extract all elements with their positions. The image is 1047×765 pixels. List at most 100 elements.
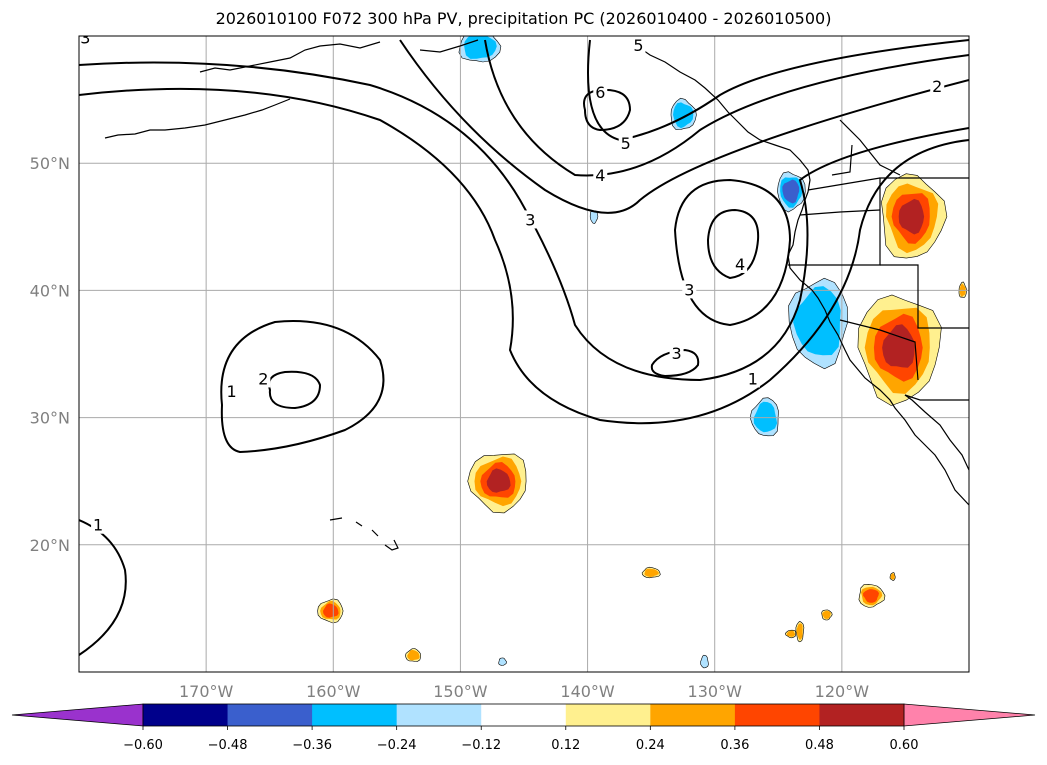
positive-precip-area: [405, 648, 422, 662]
coastline: [807, 177, 881, 191]
colorbar-swatch: [650, 704, 736, 726]
contour-label-bg: [733, 254, 748, 273]
coastline: [199, 41, 381, 73]
pv-contour: [79, 61, 969, 382]
pv-contour: [79, 87, 969, 425]
contour-label: 2: [932, 77, 942, 96]
colorbar-tick-label: −0.48: [208, 738, 248, 753]
coastlines: [104, 39, 969, 551]
negative-precip-area: [670, 97, 697, 130]
colorbar-tick-label: 0.24: [636, 738, 665, 753]
coastline: [904, 394, 969, 471]
coastline: [839, 319, 919, 381]
longitude-tick-label: 160°W: [306, 682, 361, 701]
coastline: [839, 119, 901, 176]
contour-label-bg: [79, 36, 93, 47]
latitude-tick-label: 50°N: [30, 154, 70, 173]
positive-precip-area: [641, 566, 661, 579]
negative-precip-area: [749, 397, 779, 437]
colorbar-swatch: [227, 704, 313, 726]
negative-precip-area: [458, 36, 502, 63]
contour-label: 1: [748, 369, 758, 388]
contour-label-bg: [745, 369, 760, 388]
contour-label: 6: [595, 83, 605, 102]
contour-label-bg: [631, 36, 646, 55]
contour-label: 5: [621, 134, 631, 153]
contour-label: 3: [80, 29, 90, 48]
contour-label: 4: [735, 255, 745, 274]
latitude-tick-label: 40°N: [30, 281, 70, 300]
negative-precip-area: [777, 171, 806, 213]
contour-label: 3: [671, 344, 681, 363]
pv-contour: [673, 178, 792, 327]
colorbar-swatch: [143, 704, 229, 726]
latitude-tick-label: 30°N: [30, 409, 70, 428]
precipitation-layer: [317, 36, 967, 669]
pv-contour: [268, 370, 322, 410]
colorbar-swatch: [734, 704, 820, 726]
positive-precip-area: [821, 609, 833, 621]
contour-label-bg: [618, 134, 633, 153]
negative-precip-area: [498, 657, 507, 666]
colorbar: −0.60 −0.48 −0.36 −0.24 −0.12 0.12 0.24 0.36 0.4…: [11, 703, 1036, 753]
axis-tick-labels: 170°W 160°W 150°W 140°W 130°W 120°W 20°N 30°N 40…: [30, 154, 870, 701]
contour-label: 3: [525, 210, 535, 229]
positive-precip-area: [881, 173, 948, 259]
coastline: [904, 394, 969, 401]
coastline: [329, 517, 399, 551]
pv-contour: [587, 39, 969, 142]
pv-contour: [399, 39, 969, 214]
longitude-tick-label: 130°W: [688, 682, 743, 701]
contour-label-bg: [669, 344, 684, 362]
pv-contours: [79, 39, 969, 656]
coastline: [831, 144, 853, 176]
latitude-tick-label: 20°N: [30, 536, 70, 555]
positive-precip-area: [317, 598, 344, 624]
contour-label-bg: [256, 369, 271, 388]
coastline: [631, 39, 969, 506]
contour-label-bg: [224, 382, 239, 401]
contour-label: 2: [258, 369, 268, 388]
positive-precip-area: [858, 583, 886, 608]
contour-label-bg: [682, 280, 697, 299]
longitude-tick-label: 120°W: [815, 682, 870, 701]
colorbar-tick-label: −0.36: [292, 738, 332, 753]
contour-label-bg: [91, 515, 106, 534]
colorbar-swatch: [819, 704, 905, 726]
contour-label-bg: [593, 165, 608, 184]
colorbar-swatch: [481, 704, 567, 726]
longitude-tick-label: 140°W: [560, 682, 615, 701]
colorbar-tick-label: 0.48: [805, 738, 834, 753]
colorbar-tick-label: 0.60: [890, 738, 919, 753]
contour-label: 5: [633, 36, 643, 55]
colorbar-tick-label: 0.12: [551, 738, 580, 753]
colorbar-swatch: [396, 704, 482, 726]
coastline: [104, 98, 291, 139]
plot-title: 2026010100 F072 300 hPa PV, precipitatio…: [215, 9, 832, 28]
coastline: [419, 39, 479, 53]
colorbar-tick-label: −0.60: [123, 738, 163, 753]
positive-precip-area: [889, 572, 896, 581]
positive-precip-area: [467, 453, 527, 514]
contour-label: 3: [684, 280, 694, 299]
pv-contour: [484, 39, 969, 177]
pv-contour: [706, 208, 760, 280]
pv-contour: [79, 519, 127, 656]
longitude-tick-label: 150°W: [433, 682, 488, 701]
colorbar-tick-label: 0.36: [720, 738, 749, 753]
contour-label-bg: [930, 76, 945, 95]
contour-label: 1: [93, 516, 103, 535]
positive-precip-area: [795, 621, 805, 643]
contour-label: 1: [226, 382, 236, 401]
colorbar-swatch: [312, 704, 398, 726]
contour-label-bg: [593, 83, 608, 102]
coastline: [880, 264, 969, 329]
colorbar-over-extension: [903, 703, 1036, 727]
positive-precip-area: [784, 629, 797, 639]
colorbar-tick-label: −0.24: [377, 738, 417, 753]
colorbar-tick-label: −0.12: [461, 738, 501, 753]
colorbar-swatch: [565, 704, 651, 726]
